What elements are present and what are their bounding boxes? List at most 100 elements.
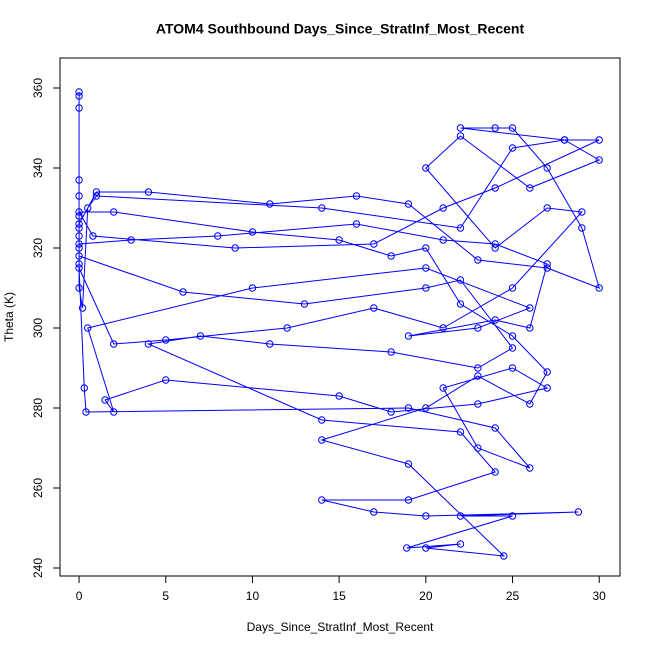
data-point <box>75 176 83 184</box>
data-point <box>578 224 586 232</box>
data-point <box>75 244 83 252</box>
x-tick-label: 5 <box>162 589 169 603</box>
data-point <box>491 316 499 324</box>
data-point <box>456 300 465 308</box>
data-point <box>543 204 551 212</box>
data-point <box>474 400 482 408</box>
data-point <box>456 428 465 436</box>
y-tick-label: 340 <box>31 158 45 178</box>
data-point <box>526 400 534 408</box>
data-point <box>595 284 603 292</box>
data-point <box>196 332 205 340</box>
data-point <box>144 340 153 348</box>
data-point <box>370 240 378 248</box>
data-point <box>75 104 83 112</box>
data-point <box>283 324 291 332</box>
data-point <box>526 324 534 332</box>
data-point <box>75 92 83 100</box>
data-point <box>80 384 88 392</box>
data-point <box>214 232 222 240</box>
data-point <box>89 232 97 240</box>
data-point <box>404 460 413 468</box>
y-tick-label: 280 <box>31 398 45 418</box>
data-point <box>335 236 343 244</box>
data-point <box>75 212 83 220</box>
data-point <box>560 136 569 144</box>
data-point <box>508 284 517 292</box>
data-point <box>179 288 187 296</box>
data-point <box>370 304 378 312</box>
data-point <box>92 188 101 196</box>
data-point <box>84 204 92 212</box>
data-point <box>75 260 83 268</box>
data-point <box>543 384 551 392</box>
data-point <box>526 184 534 192</box>
data-line <box>78 92 601 557</box>
data-point <box>474 256 482 264</box>
data-point <box>526 464 534 472</box>
data-point <box>231 244 239 252</box>
data-point <box>248 284 257 292</box>
data-point <box>318 496 326 504</box>
data-point <box>543 368 551 376</box>
data-point <box>508 512 517 520</box>
data-point <box>300 300 309 308</box>
data-point <box>456 124 465 132</box>
data-point <box>84 324 92 332</box>
y-tick-label: 260 <box>31 478 45 498</box>
data-point <box>422 512 430 520</box>
data-point <box>422 544 430 552</box>
y-tick-label: 300 <box>31 318 45 338</box>
data-point <box>75 88 83 96</box>
y-tick-label: 240 <box>31 558 45 578</box>
data-point <box>404 404 413 412</box>
data-point <box>162 336 170 344</box>
data-point <box>422 404 430 412</box>
x-tick-label: 15 <box>332 589 346 603</box>
data-point <box>491 424 499 432</box>
data-point <box>75 240 83 248</box>
x-tick-label: 10 <box>246 589 260 603</box>
data-point <box>543 260 551 268</box>
data-point <box>352 220 361 228</box>
data-point <box>387 252 395 260</box>
x-tick-label: 30 <box>593 589 607 603</box>
data-point <box>439 384 447 392</box>
data-point <box>526 304 534 312</box>
data-point <box>101 396 109 404</box>
data-point <box>404 496 413 504</box>
data-point <box>491 240 499 248</box>
data-point <box>508 332 517 340</box>
data-point <box>162 376 170 384</box>
x-axis-label: Days_Since_StratInf_Most_Recent <box>247 620 434 634</box>
data-point <box>75 224 83 232</box>
data-point <box>474 444 482 452</box>
data-point <box>543 164 551 172</box>
data-point <box>456 512 465 520</box>
data-point <box>387 408 395 416</box>
data-point <box>82 408 90 416</box>
data-point <box>474 324 482 332</box>
data-point <box>474 364 482 372</box>
data-point <box>110 340 118 348</box>
data-point <box>110 208 118 216</box>
data-point <box>387 348 395 356</box>
data-point <box>144 188 153 196</box>
data-point <box>352 192 361 200</box>
data-point <box>491 124 499 132</box>
plot-frame <box>59 57 621 577</box>
data-point <box>335 392 343 400</box>
data-point <box>75 284 83 292</box>
data-point <box>456 224 465 232</box>
data-point <box>578 208 586 216</box>
data-point <box>439 204 447 212</box>
data-point <box>92 192 101 200</box>
data-point <box>318 416 326 424</box>
data-point <box>422 244 430 252</box>
y-tick-label: 360 <box>31 78 45 98</box>
data-point <box>110 408 118 416</box>
data-point <box>75 232 83 240</box>
data-point <box>75 220 83 228</box>
data-point <box>456 132 465 140</box>
x-tick-label: 25 <box>506 589 520 603</box>
